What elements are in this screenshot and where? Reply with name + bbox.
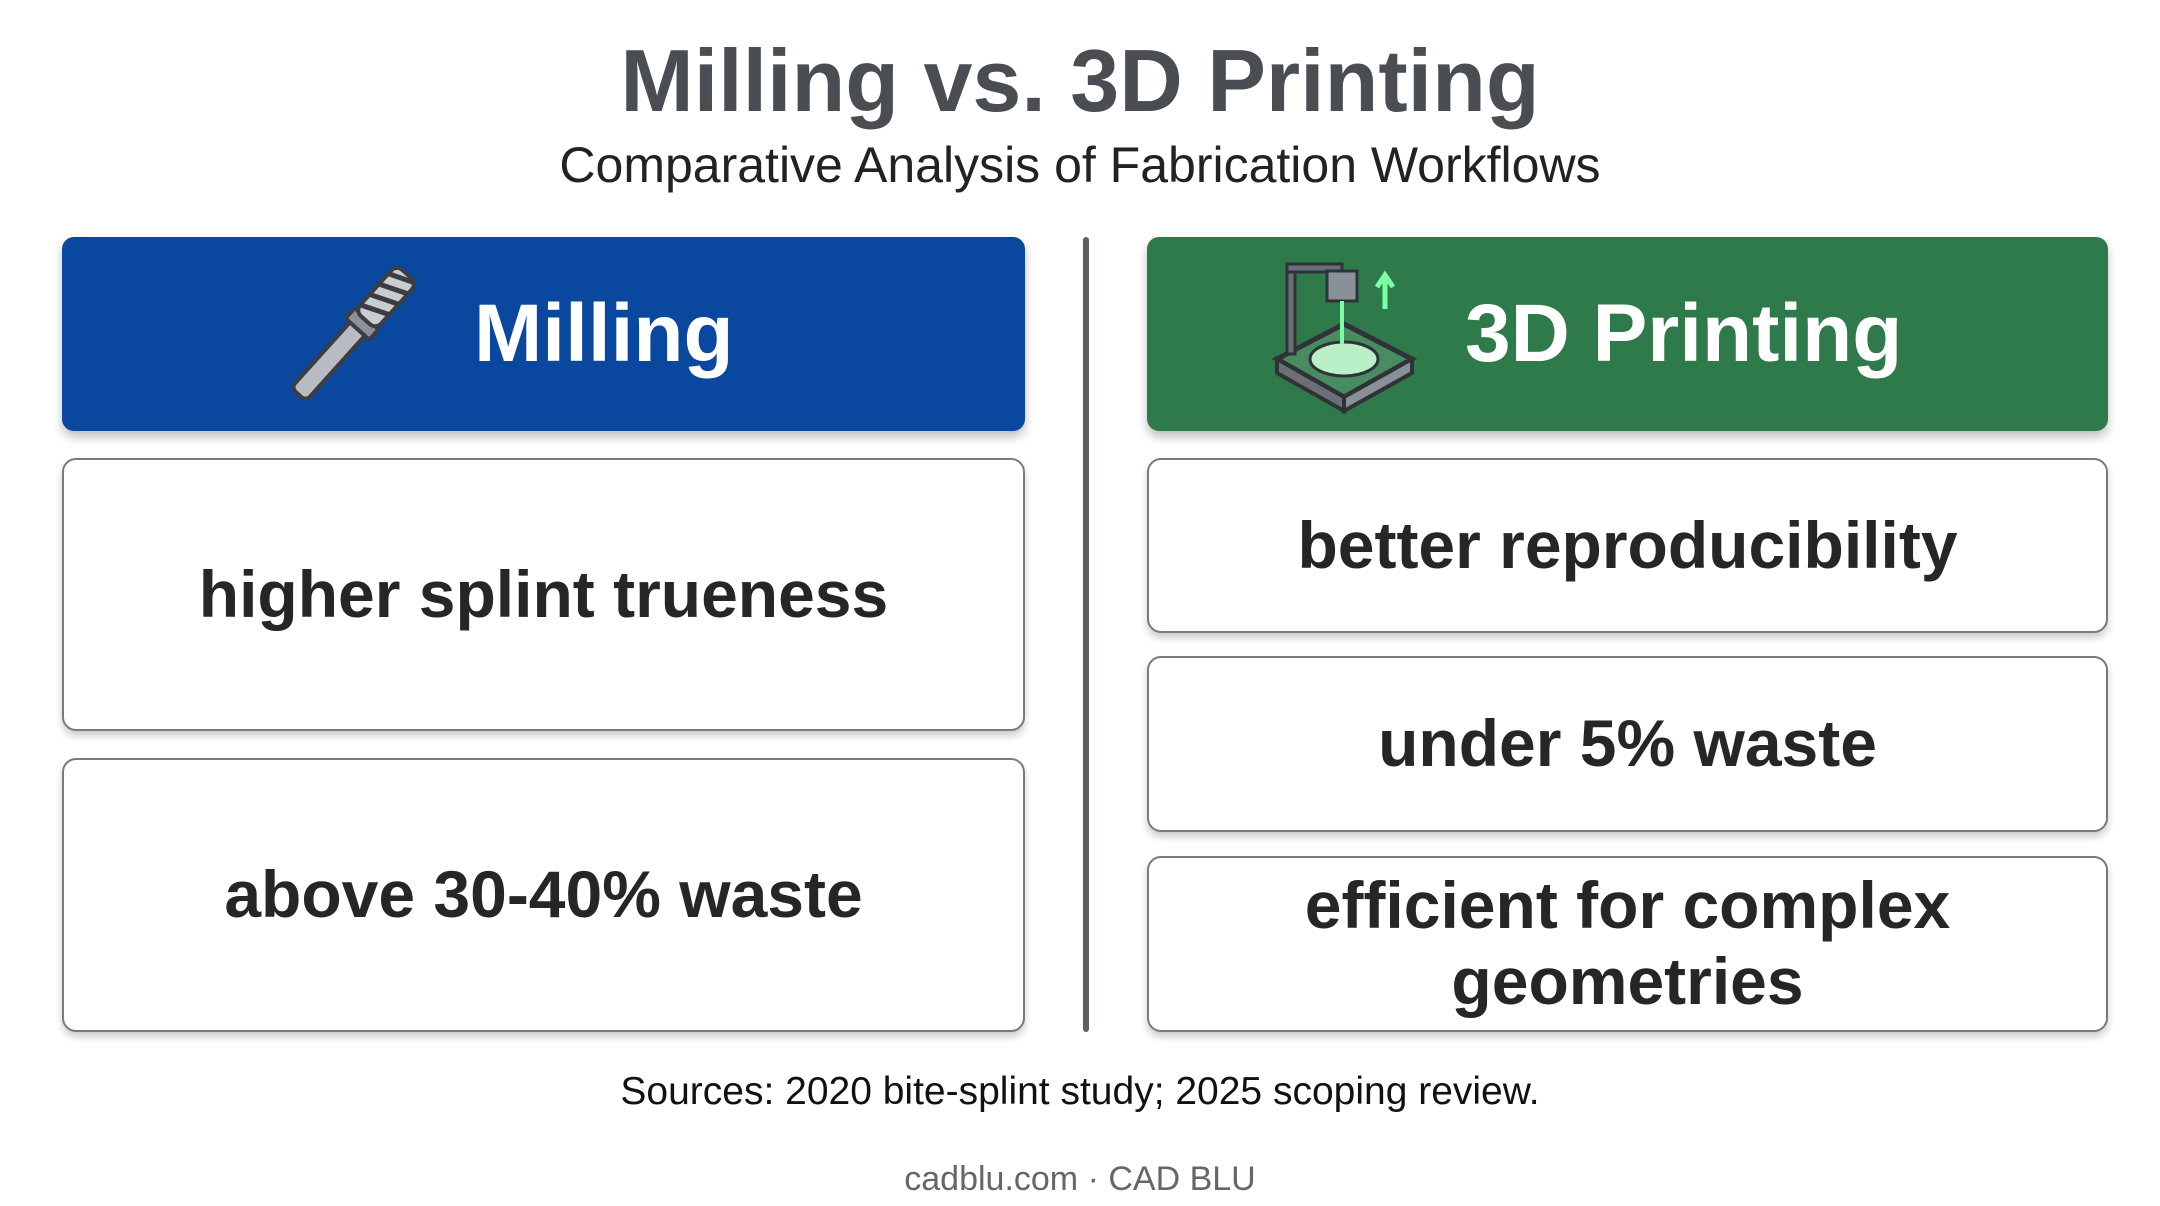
sources: Sources: 2020 bite-splint study; 2025 sc… [620, 1070, 1540, 1113]
item-box: better reproducibility [1147, 458, 2108, 633]
column-heading: Milling [474, 288, 734, 379]
title: Milling vs. 3D Printing [620, 31, 1540, 130]
printing-header: 3D Printing [1147, 237, 2108, 431]
item-box: under 5% waste [1147, 656, 2108, 832]
column-heading: 3D Printing [1465, 288, 1903, 379]
printer-icon [1271, 262, 1418, 415]
milling-header: Milling [62, 237, 1025, 431]
divider [1083, 237, 1089, 1032]
item-box: above 30-40% waste [62, 758, 1025, 1032]
subtitle: Comparative Analysis of Fabrication Work… [559, 137, 1601, 193]
item-box: higher splint trueness [62, 458, 1025, 731]
footer: cadblu.com · CAD BLU [904, 1160, 1256, 1198]
item-box: efficient for complex geometries [1147, 856, 2108, 1032]
milling-icon [291, 265, 416, 401]
